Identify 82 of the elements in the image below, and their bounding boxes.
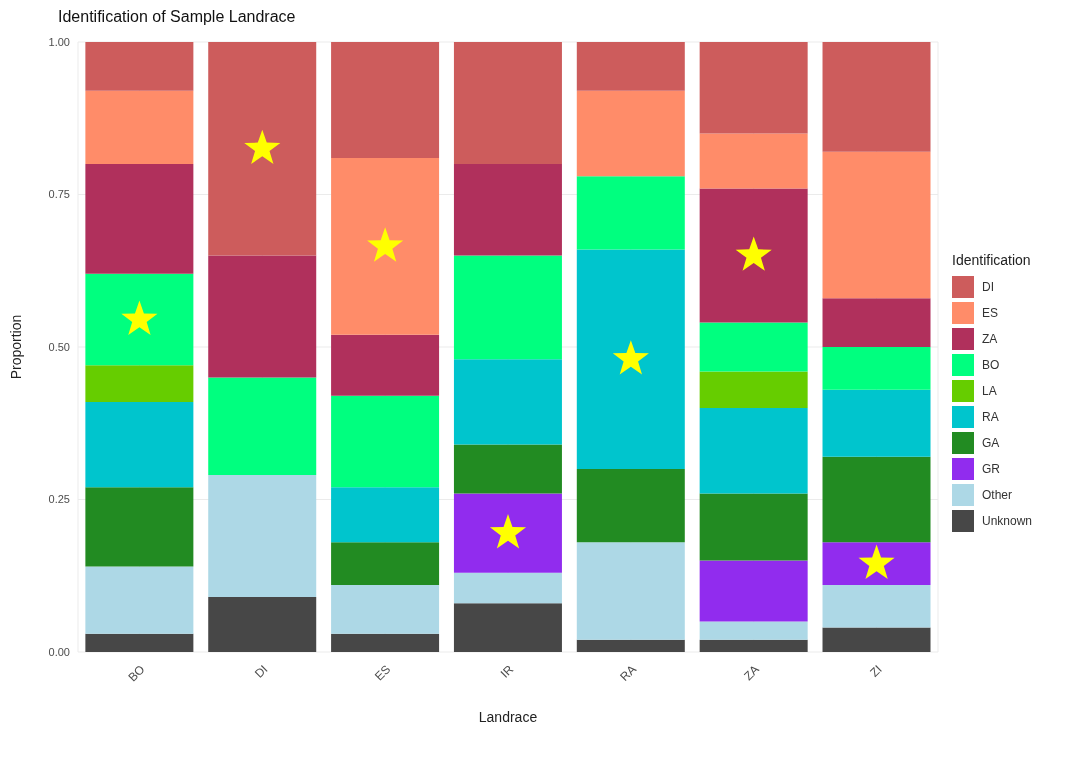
bar	[85, 42, 194, 91]
bar	[576, 176, 685, 250]
legend-label: GR	[982, 462, 1000, 476]
bar	[85, 273, 194, 366]
bar	[699, 621, 808, 640]
bar	[453, 572, 562, 604]
x-tick-label: ZA	[741, 662, 762, 683]
bar	[331, 633, 440, 652]
bar	[208, 475, 317, 598]
bar	[208, 255, 317, 378]
y-tick-label: 0.50	[48, 340, 70, 353]
bar	[331, 42, 440, 158]
legend-label: LA	[982, 384, 997, 398]
bar	[822, 42, 931, 152]
legend-label: Unknown	[982, 514, 1033, 528]
bar	[453, 359, 562, 445]
bar	[331, 584, 440, 634]
bar	[699, 188, 808, 323]
bar	[822, 627, 931, 652]
bar	[822, 151, 931, 299]
bar	[208, 42, 317, 256]
bar	[85, 401, 194, 488]
bar	[699, 133, 808, 189]
bar	[822, 389, 931, 457]
bar	[85, 566, 194, 634]
y-tick-label: 1.00	[48, 35, 70, 48]
bar	[699, 322, 808, 372]
bar	[331, 334, 440, 396]
legend-label: RA	[982, 410, 999, 424]
x-tick-label: ZI	[867, 662, 885, 680]
bar	[453, 603, 562, 652]
legend-label: ZA	[982, 332, 998, 346]
bar	[453, 42, 562, 164]
legend-title: Identification	[952, 252, 1032, 268]
bar	[822, 542, 931, 585]
x-tick-label: DI	[252, 662, 271, 681]
bar	[699, 42, 808, 134]
bar	[85, 487, 194, 567]
chart-title: Identification of Sample Landrace	[58, 8, 297, 26]
bar	[576, 249, 685, 469]
bar	[699, 408, 808, 494]
bar	[699, 639, 808, 652]
x-tick-label: BO	[125, 662, 148, 685]
legend-label: ES	[982, 306, 999, 320]
bar	[453, 255, 562, 360]
bar	[453, 444, 562, 494]
x-tick-label: RA	[617, 662, 639, 684]
bar	[822, 347, 931, 390]
bar	[576, 542, 685, 640]
bar	[699, 560, 808, 622]
bar	[453, 493, 562, 573]
bar	[85, 633, 194, 652]
bar	[576, 469, 685, 543]
legend-label: Other	[982, 488, 1013, 502]
bar	[453, 164, 562, 256]
bar	[822, 584, 931, 628]
bar	[208, 597, 317, 652]
bar	[208, 377, 317, 476]
bar	[576, 639, 685, 652]
bar	[85, 164, 194, 274]
bar	[331, 157, 440, 335]
bar	[576, 90, 685, 177]
bar	[576, 42, 685, 91]
x-tick-label: ES	[372, 662, 394, 684]
bar	[331, 542, 440, 585]
x-tick-label: IR	[497, 662, 517, 681]
bar	[699, 493, 808, 561]
x-axis-title: Landrace	[478, 709, 538, 725]
legend-label: BO	[982, 358, 1000, 372]
bar	[85, 90, 194, 164]
bar	[822, 456, 931, 543]
bar	[822, 298, 931, 347]
y-axis-title: Proportion	[7, 314, 24, 380]
y-tick-label: 0.00	[48, 645, 70, 658]
y-tick-label: 0.25	[48, 493, 70, 506]
bar	[331, 487, 440, 543]
legend-label: DI	[982, 280, 994, 294]
bar	[331, 395, 440, 488]
bar	[85, 365, 194, 402]
bar	[699, 371, 808, 408]
y-tick-label: 0.75	[48, 188, 70, 201]
legend-label: GA	[982, 436, 1000, 450]
